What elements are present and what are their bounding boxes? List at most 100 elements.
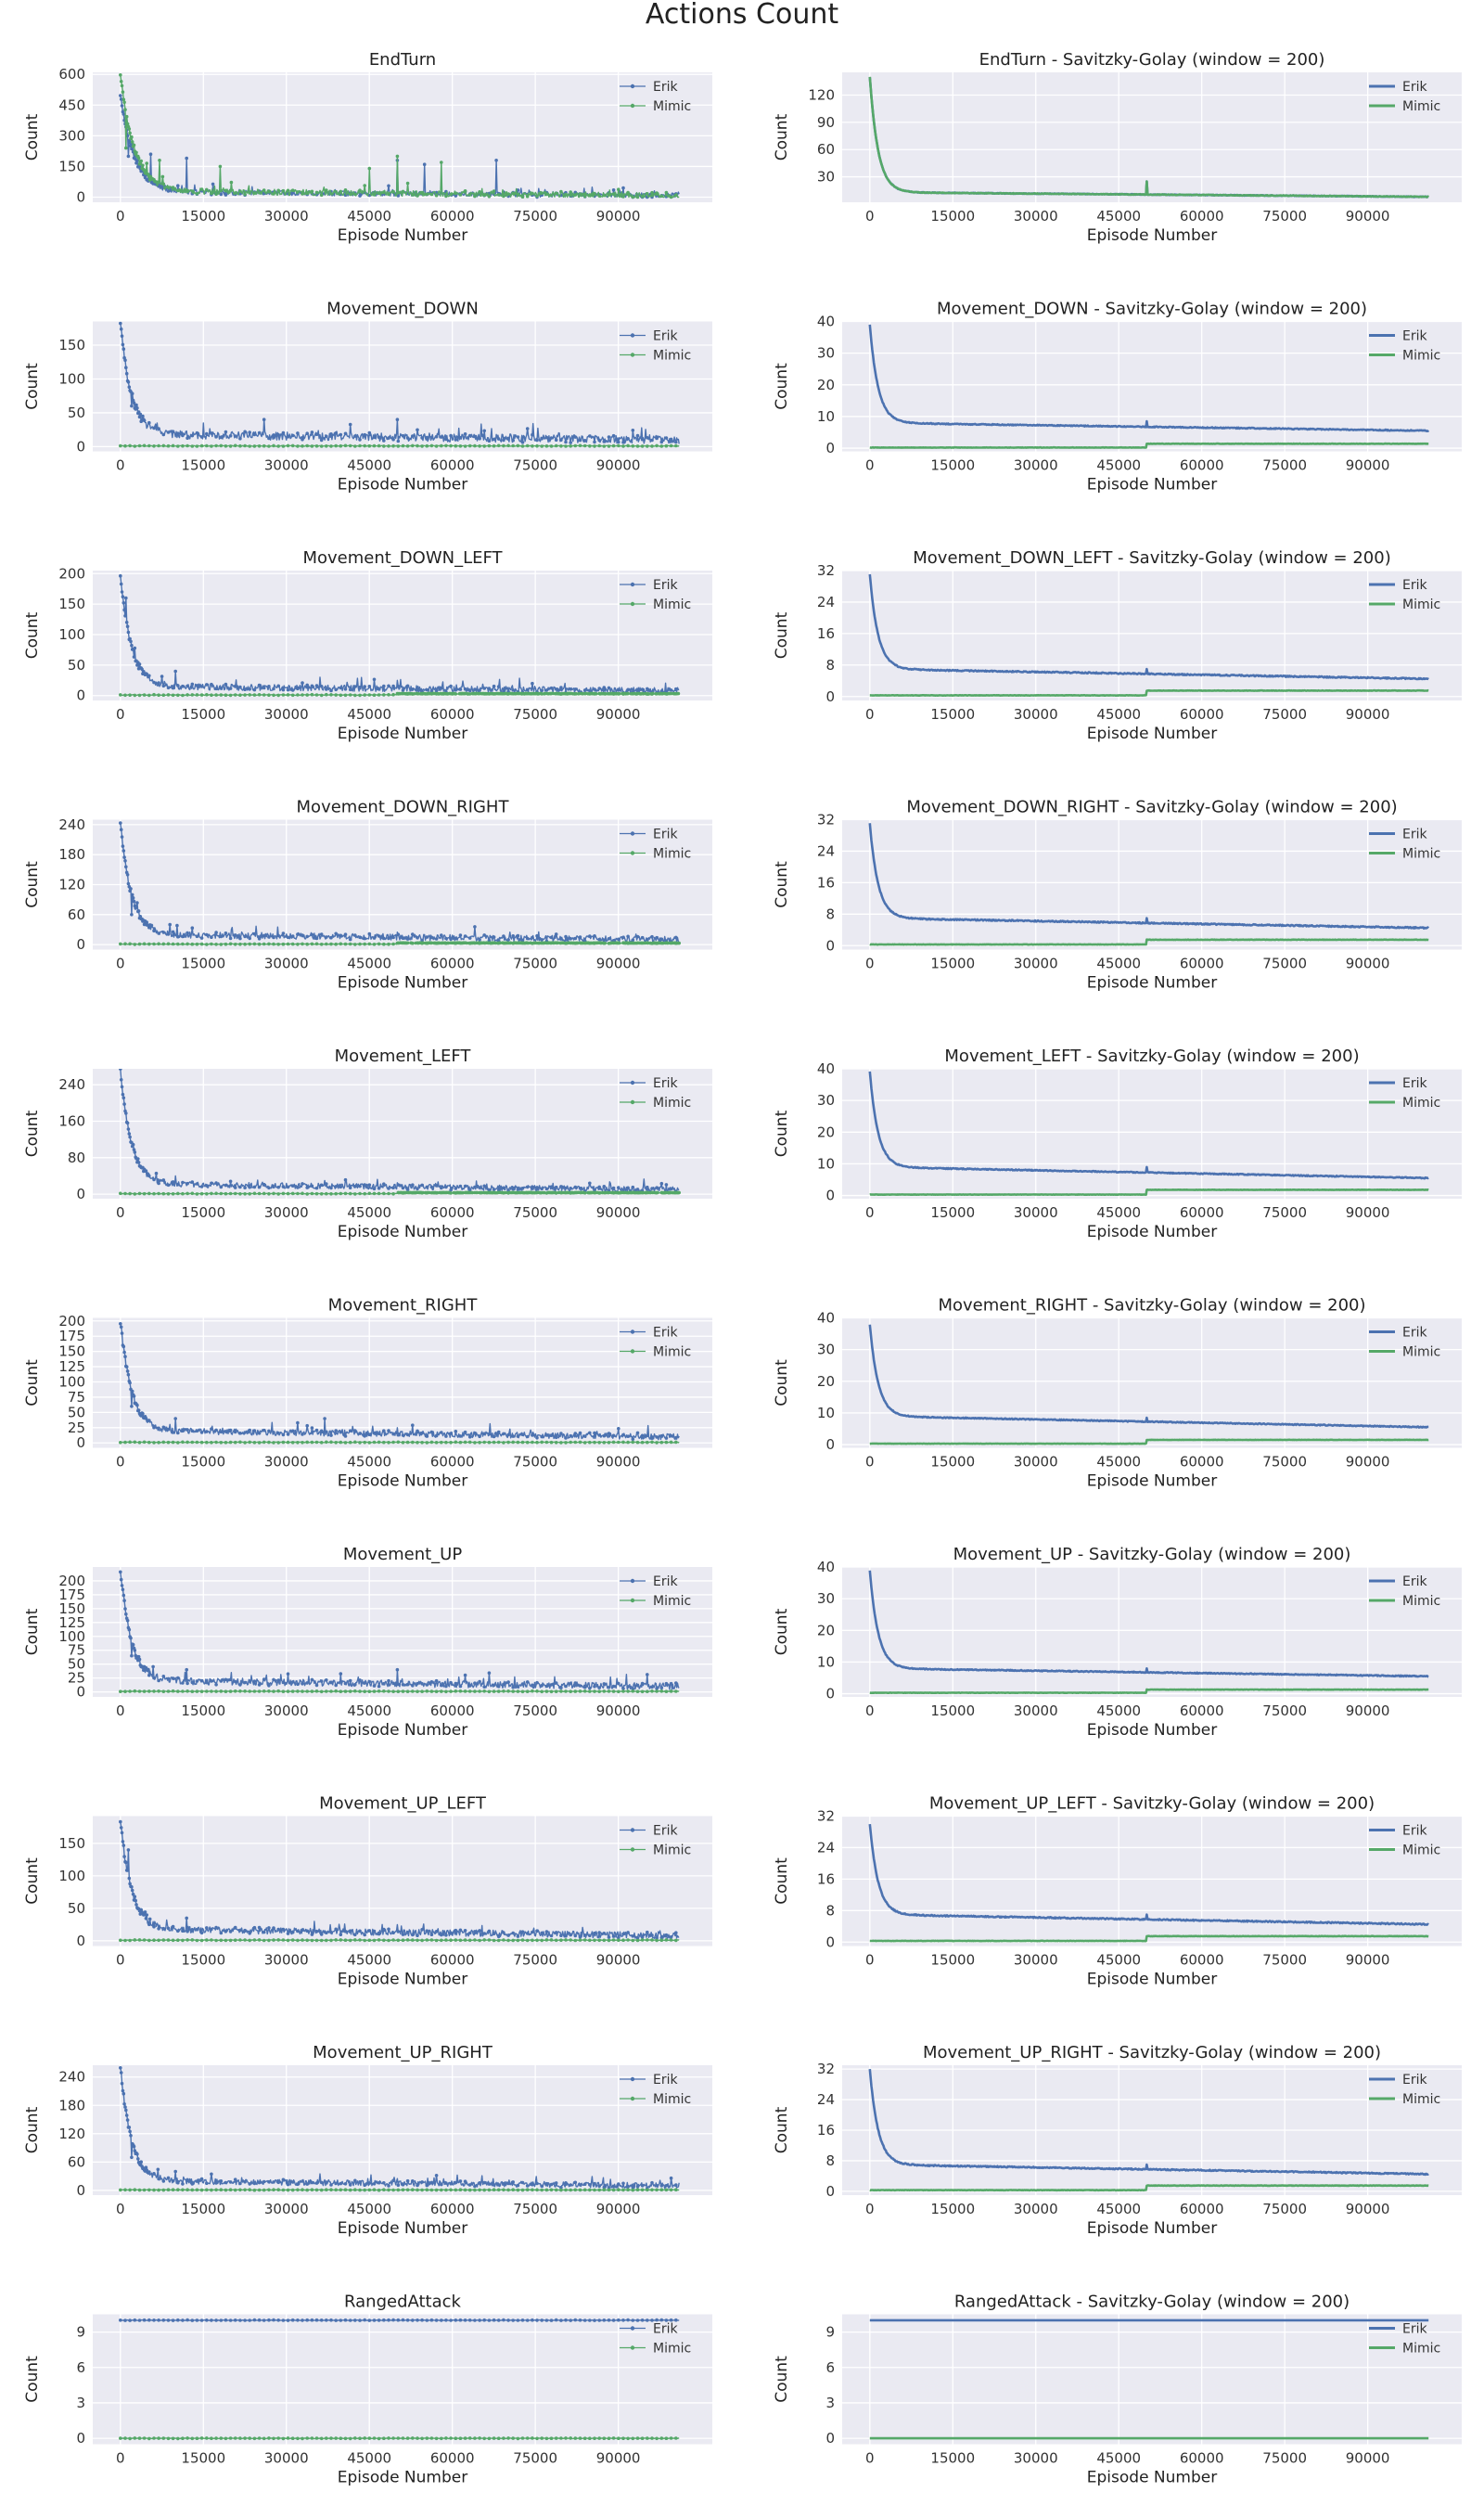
data-point-erik <box>358 438 362 442</box>
panel-movement-up-savitzky-golay-window-200: 0 15000 30000 45000 60000 75000 90000010203040… <box>773 1545 1462 1740</box>
data-point-erik <box>135 1403 139 1407</box>
data-point-mimic <box>396 2436 401 2440</box>
data-point-mimic <box>372 1938 377 1943</box>
data-point-erik <box>310 2318 314 2322</box>
axes-background <box>842 819 1462 950</box>
data-point-mimic <box>142 693 147 697</box>
data-point-mimic <box>525 443 530 448</box>
data-point-mimic <box>607 1689 611 1693</box>
data-point-erik <box>396 1183 401 1187</box>
data-point-mimic <box>199 443 204 448</box>
legend-label-mimic: Mimic <box>1402 1843 1440 1858</box>
data-point-erik <box>482 933 486 937</box>
x-tick-label: 75000 <box>513 706 557 723</box>
data-point-erik <box>186 2177 189 2182</box>
data-point-erik <box>276 1431 281 1435</box>
data-point-erik <box>276 933 281 938</box>
data-point-mimic <box>449 1441 453 1445</box>
data-point-erik <box>363 1933 367 1937</box>
data-point-erik <box>544 2319 549 2322</box>
x-tick-label: 30000 <box>264 2450 309 2467</box>
data-point-erik <box>640 437 645 442</box>
data-point-mimic <box>631 1689 635 1693</box>
data-point-erik <box>126 1848 131 1852</box>
data-point-mimic <box>525 2436 530 2440</box>
data-point-mimic <box>272 2188 275 2191</box>
data-point-mimic <box>458 1938 463 1943</box>
data-point-mimic <box>454 191 458 196</box>
data-point-erik <box>621 1432 625 1437</box>
data-point-erik <box>339 1430 343 1434</box>
data-point-mimic <box>540 1689 544 1694</box>
data-point-erik <box>635 1431 640 1435</box>
data-point-erik <box>440 686 443 690</box>
data-point-mimic <box>319 1192 324 1196</box>
data-point-mimic <box>128 1689 132 1693</box>
y-tick-label: 0 <box>76 1434 85 1451</box>
data-point-mimic <box>142 443 147 448</box>
data-point-mimic <box>301 942 304 946</box>
x-tick-label: 0 <box>865 457 875 474</box>
data-point-erik <box>363 936 367 941</box>
data-point-mimic <box>243 1689 247 1693</box>
y-tick-label: 3 <box>76 2395 85 2411</box>
data-point-mimic <box>377 2188 381 2192</box>
data-point-mimic <box>276 188 281 193</box>
data-point-erik <box>233 1679 237 1684</box>
data-point-mimic <box>544 1938 549 1942</box>
data-point-mimic <box>339 1440 343 1445</box>
data-point-mimic <box>176 693 180 698</box>
data-point-erik <box>559 1686 563 1689</box>
data-point-mimic <box>205 187 209 192</box>
data-point-erik <box>669 2176 673 2180</box>
data-point-erik <box>664 1436 669 1440</box>
data-point-mimic <box>569 1938 572 1942</box>
data-point-erik <box>463 2319 467 2322</box>
data-point-erik <box>496 1685 501 1689</box>
data-point-mimic <box>597 1689 601 1693</box>
data-point-mimic <box>329 942 333 946</box>
data-point-erik <box>516 2183 520 2188</box>
axes-background <box>93 1567 712 1697</box>
data-point-mimic <box>233 1440 237 1445</box>
data-point-erik <box>458 687 463 691</box>
data-point-mimic <box>233 943 237 946</box>
data-point-erik <box>520 1187 525 1190</box>
x-tick-label: 30000 <box>1014 1454 1058 1471</box>
data-point-erik <box>238 685 242 689</box>
data-point-erik <box>243 934 247 939</box>
data-point-erik <box>429 2180 434 2185</box>
data-point-erik <box>171 430 175 434</box>
data-point-mimic <box>238 1689 242 1693</box>
data-point-mimic <box>348 942 352 946</box>
panel-rangedattack: 0 15000 30000 45000 60000 75000 900000369Range… <box>23 2293 712 2487</box>
data-point-mimic <box>186 1440 189 1445</box>
data-point-erik <box>305 1423 310 1428</box>
data-point-erik <box>122 601 126 605</box>
data-point-erik <box>391 1681 395 1686</box>
data-point-erik <box>554 1435 558 1440</box>
data-point-mimic <box>463 1938 467 1942</box>
data-point-mimic <box>262 1689 266 1693</box>
data-point-mimic <box>506 443 510 448</box>
data-point-erik <box>363 1681 367 1685</box>
data-point-erik <box>290 1680 295 1684</box>
data-point-erik <box>124 865 128 869</box>
data-point-mimic <box>401 1689 405 1693</box>
data-point-mimic <box>199 1191 204 1196</box>
data-point-erik <box>131 896 135 900</box>
data-point-erik <box>372 677 377 682</box>
data-point-erik <box>444 2319 448 2322</box>
y-tick-label: 60 <box>68 906 85 923</box>
data-point-erik <box>626 2318 630 2322</box>
data-point-mimic <box>161 182 166 186</box>
series-line-erik <box>120 823 680 944</box>
x-tick-label: 45000 <box>347 1702 391 1719</box>
panel-movement-down-left-savitzky-golay-window-200: 0 15000 30000 45000 60000 75000 9000008162432M… <box>773 548 1462 743</box>
data-point-erik <box>262 933 266 938</box>
data-point-mimic <box>248 1192 252 1196</box>
y-tick-label: 100 <box>58 1628 85 1645</box>
data-point-mimic <box>301 444 304 448</box>
data-point-mimic <box>248 444 252 448</box>
data-point-erik <box>272 1926 275 1930</box>
